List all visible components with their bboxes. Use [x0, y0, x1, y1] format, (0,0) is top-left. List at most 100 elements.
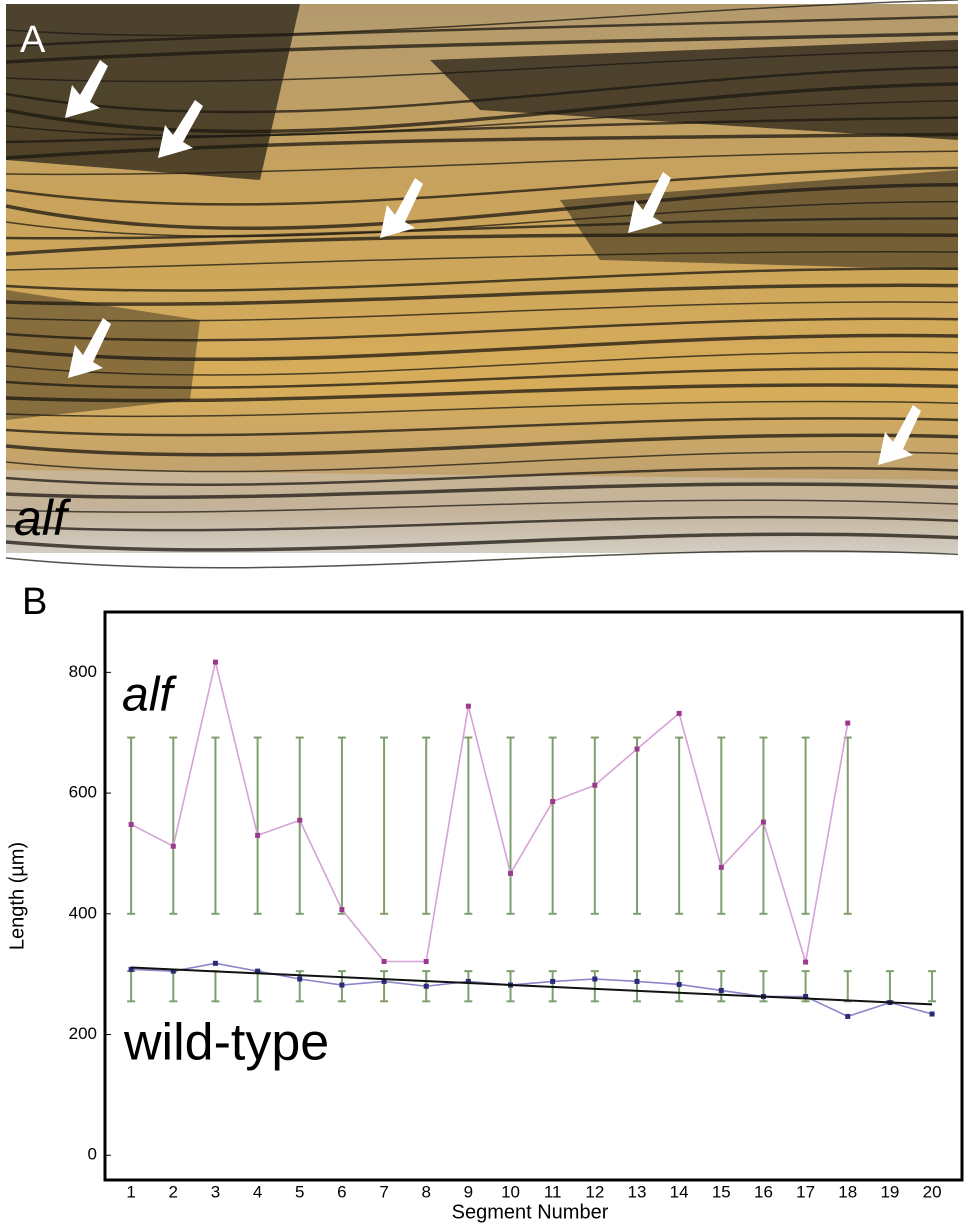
point — [508, 870, 514, 876]
fin-rays — [5, 0, 959, 569]
arrow — [380, 178, 423, 238]
range-bar — [590, 970, 599, 1003]
fin-ray — [5, 417, 959, 437]
point — [592, 782, 598, 788]
point — [634, 978, 640, 984]
point — [634, 746, 640, 752]
range-bar — [717, 970, 726, 1003]
range-bar — [885, 970, 894, 1003]
fin-ray — [5, 400, 959, 418]
x-tick-label: 9 — [464, 1182, 473, 1201]
point — [128, 966, 134, 972]
fin-ray — [5, 116, 959, 144]
fin-ray — [5, 550, 959, 569]
fin-ray — [5, 166, 959, 206]
point — [255, 968, 261, 974]
y-tick-label: 600 — [69, 783, 97, 802]
x-tick-label: 1 — [126, 1182, 135, 1201]
fin-ray — [5, 49, 959, 83]
fin-ray — [5, 383, 959, 403]
range-bar — [211, 970, 220, 1003]
point — [423, 958, 429, 964]
fin-ray — [5, 351, 959, 376]
series-line — [131, 962, 933, 1018]
range-bar — [464, 970, 473, 1003]
fin-ray — [5, 233, 959, 256]
x-tick-label: 13 — [628, 1182, 647, 1201]
x-tick-label: 15 — [712, 1182, 731, 1201]
fin-ray — [5, 301, 959, 322]
range-bar — [211, 736, 220, 915]
x-tick-label: 16 — [754, 1182, 773, 1201]
y-axis-title: Length (µm) — [6, 842, 28, 950]
point — [760, 819, 766, 825]
point — [381, 978, 387, 984]
fin-ray — [5, 482, 959, 499]
point — [255, 832, 261, 838]
panel-label: A — [20, 19, 46, 61]
x-tick-label: 8 — [421, 1182, 430, 1201]
point — [718, 987, 724, 993]
x-tick-label: 5 — [295, 1182, 304, 1201]
arrows — [65, 60, 921, 465]
fin-ray — [5, 499, 959, 513]
point — [128, 821, 134, 827]
arrow — [878, 405, 921, 465]
range-bar — [127, 970, 136, 1003]
fin-ray — [5, 283, 959, 306]
x-tick-label: 4 — [253, 1182, 262, 1201]
series-line — [130, 661, 849, 963]
point — [465, 978, 471, 984]
range-bar — [380, 970, 389, 1003]
point — [676, 981, 682, 987]
series-label: wild-type — [123, 1014, 329, 1072]
fin-photo: A alf — [5, 0, 959, 569]
point — [845, 720, 851, 726]
x-tick-label: 7 — [379, 1182, 388, 1201]
x-tick-label: 20 — [923, 1182, 942, 1201]
y-tick-label: 0 — [88, 1145, 97, 1164]
range-bar — [675, 736, 684, 915]
fin-ray — [5, 333, 959, 362]
range-bar — [843, 736, 852, 915]
fin-ray — [5, 0, 959, 37]
point — [929, 1011, 935, 1017]
point — [676, 710, 682, 716]
fin-ray — [5, 15, 959, 48]
point — [845, 1013, 851, 1019]
point — [297, 976, 303, 982]
edge-patch — [6, 470, 958, 553]
x-tick-label: 3 — [211, 1182, 220, 1201]
point — [803, 959, 809, 965]
point — [550, 978, 556, 984]
fin-ray — [5, 132, 959, 160]
point — [297, 817, 303, 823]
point — [423, 983, 429, 989]
fin-ray — [5, 433, 959, 457]
range-bar — [843, 970, 852, 1003]
fin-ray — [5, 466, 959, 487]
point — [212, 960, 218, 966]
range-bar — [928, 970, 937, 1003]
range-bar — [253, 970, 262, 1003]
x-tick-label: 18 — [838, 1182, 857, 1201]
point — [550, 799, 556, 805]
x-tick-label: 11 — [544, 1182, 562, 1201]
point — [718, 864, 724, 870]
fin-ray — [5, 200, 959, 238]
range-bar — [422, 736, 431, 915]
x-tick-label: 14 — [670, 1182, 689, 1201]
range-bar — [295, 736, 304, 915]
range-bar — [253, 736, 262, 915]
fin-ray — [5, 251, 959, 271]
range-bar — [380, 736, 389, 915]
range-bar — [169, 736, 178, 915]
point — [170, 843, 176, 849]
x-axis-title: Segment Number — [452, 1201, 609, 1223]
range-bar — [590, 736, 599, 915]
arrow — [65, 60, 108, 118]
fin-ray — [5, 317, 959, 342]
point — [170, 968, 176, 974]
fin-ray — [5, 183, 959, 231]
